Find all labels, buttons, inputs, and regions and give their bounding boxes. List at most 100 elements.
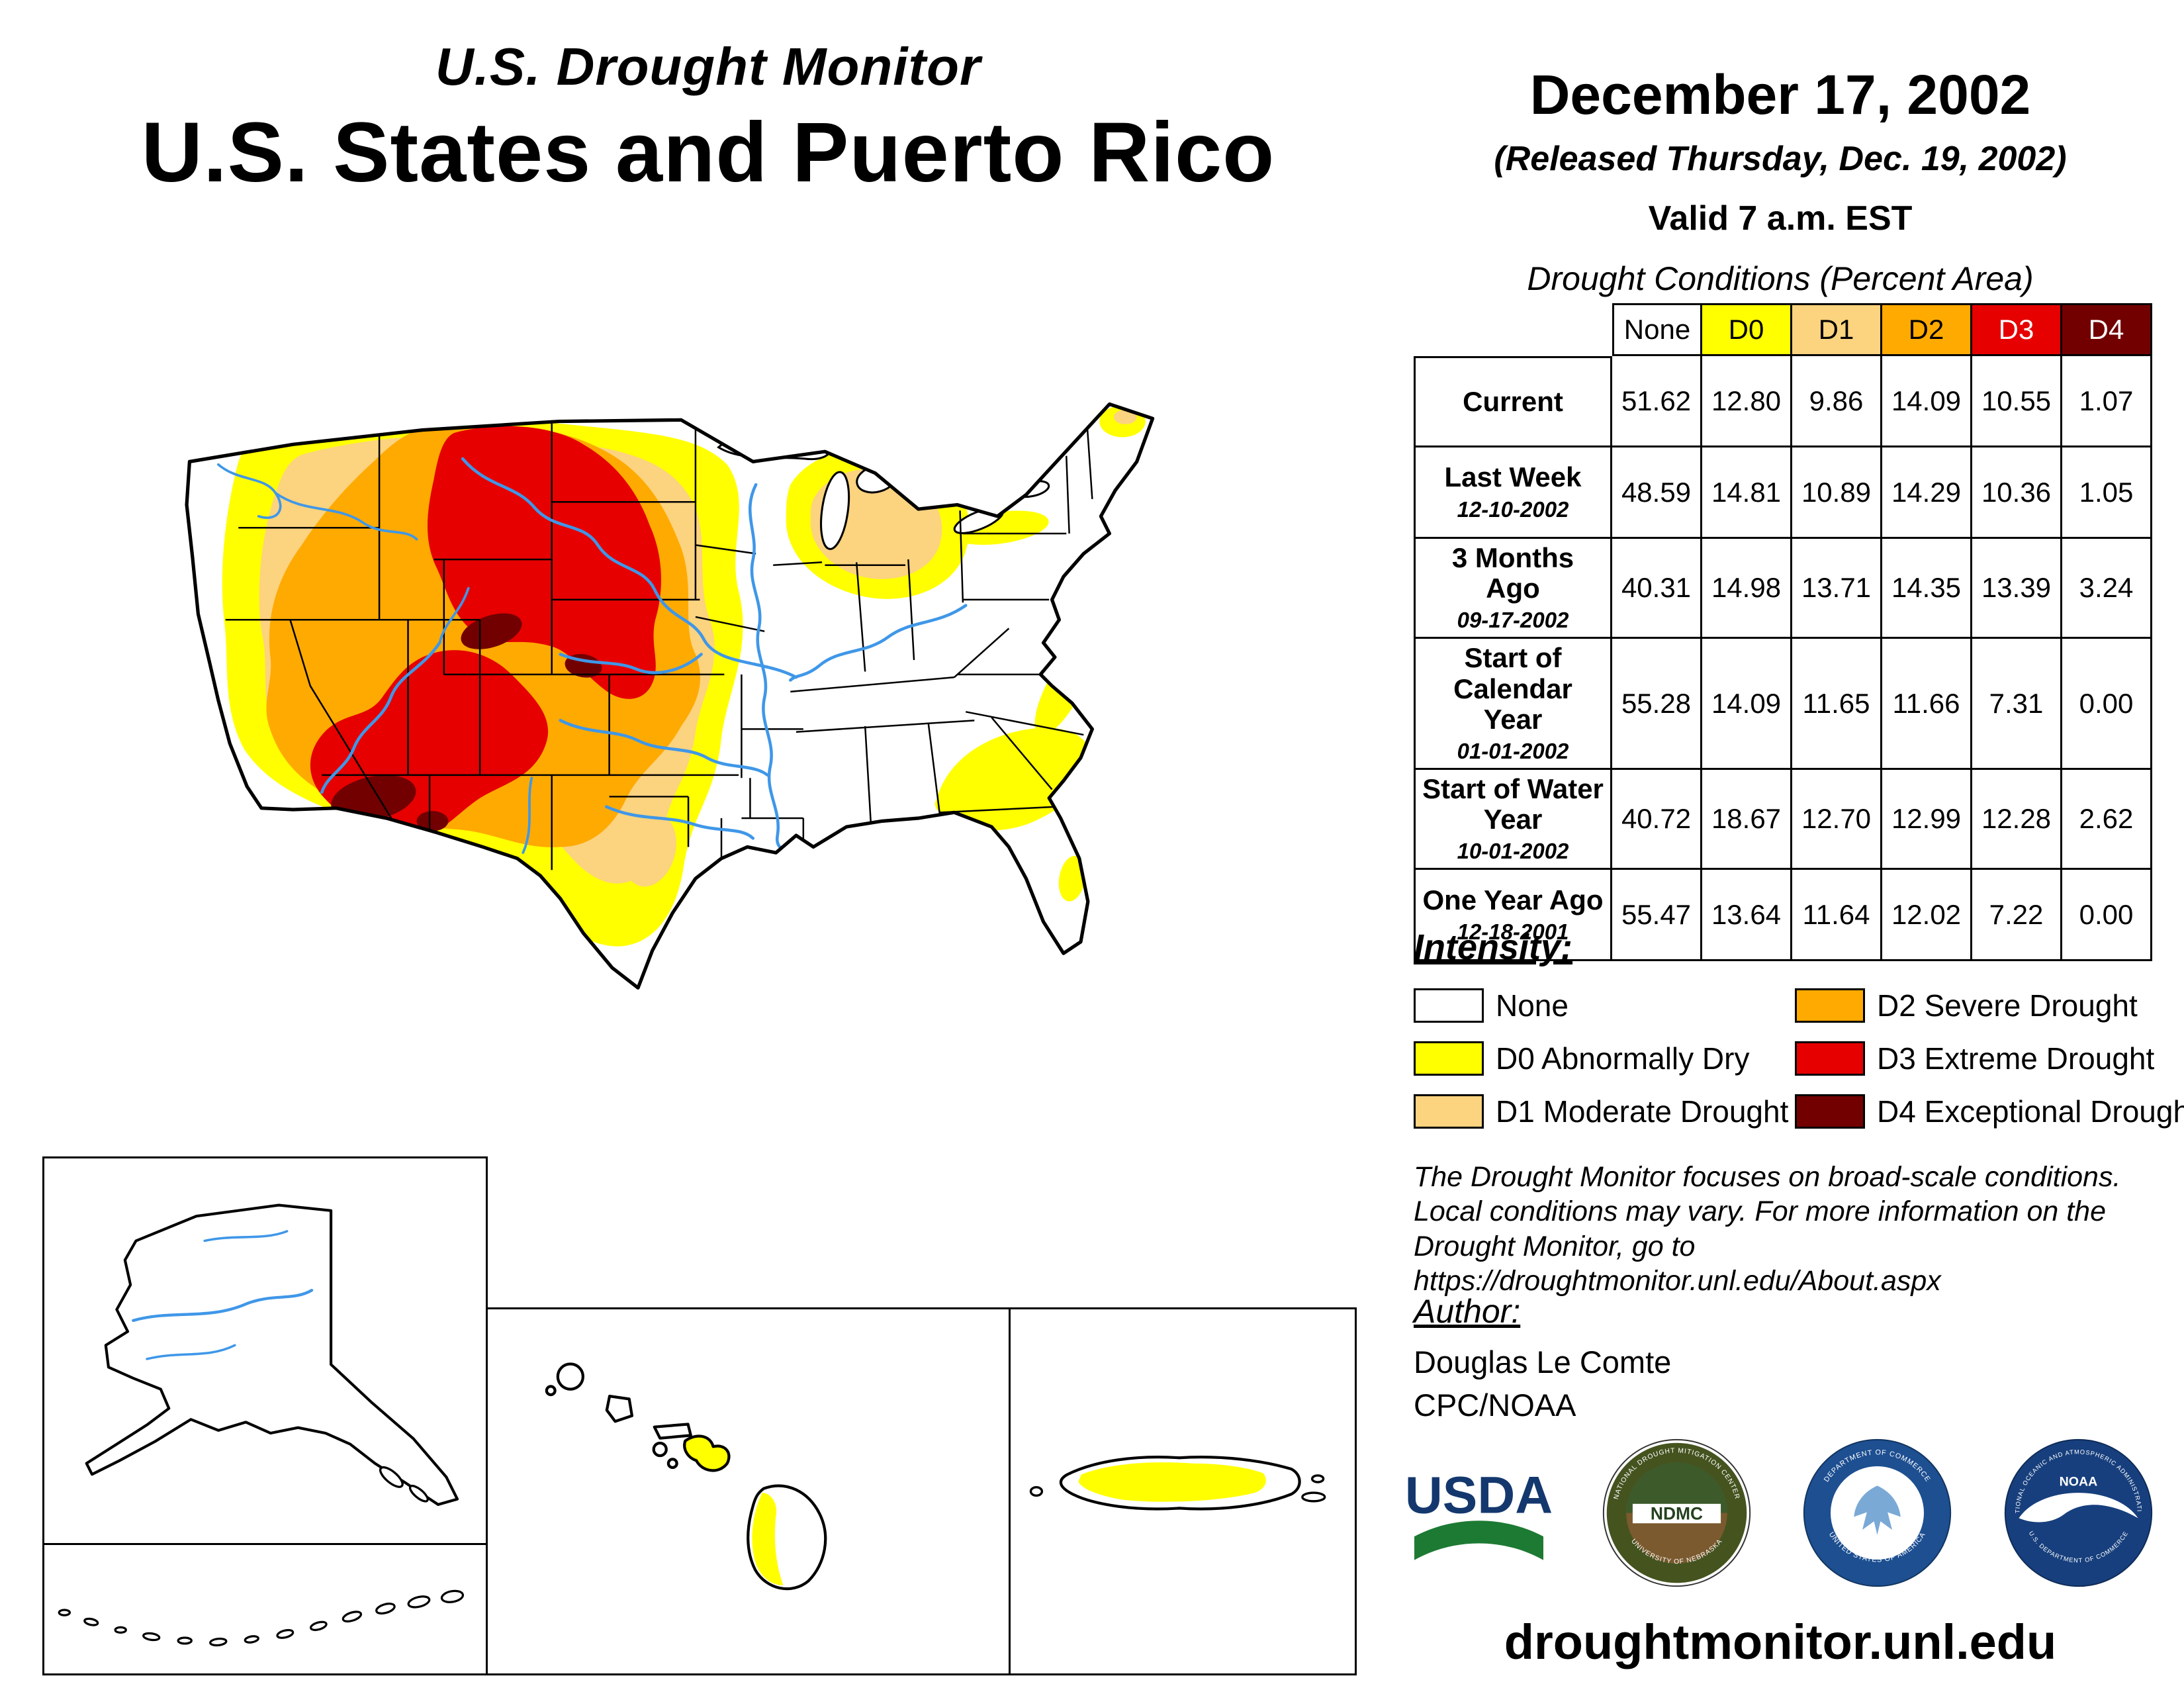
usda-swoosh: [1414, 1521, 1543, 1560]
legend-label: D4 Exceptional Drought: [1877, 1094, 2184, 1129]
table-cell: 11.65: [1792, 639, 1882, 770]
table-cell: 40.31: [1612, 539, 1702, 639]
row-label: Current: [1414, 356, 1612, 447]
row-label: 3 Months Ago 09-17-2002: [1414, 539, 1612, 639]
row-label-date: 10-01-2002: [1457, 839, 1569, 864]
table-cell: 12.70: [1792, 769, 1882, 870]
hawaii-inset: [486, 1307, 1011, 1675]
ndmc-banner: [1632, 1503, 1721, 1524]
table-cell: 14.09: [1702, 639, 1792, 770]
table-row: One Year Ago 12-18-2001 55.47 13.64 11.6…: [1414, 870, 2152, 962]
drought-conditions-table: None D0 D1 D2 D3 D4 Current 51.62 12.80 …: [1414, 303, 2152, 962]
legend-item-d3: D3 Extreme Drought: [1795, 1041, 2154, 1076]
row-label-date: 01-01-2002: [1457, 738, 1569, 763]
table-row: 3 Months Ago 09-17-2002 40.31 14.98 13.7…: [1414, 539, 2152, 639]
table-cell: 3.24: [2062, 539, 2152, 639]
legend-swatch-d2: [1795, 988, 1865, 1023]
disclaimer-line: Drought Monitor, go to https://droughtmo…: [1414, 1230, 1941, 1297]
legend-swatch-none: [1414, 988, 1484, 1023]
ndmc-logo-text: NDMC: [1651, 1503, 1703, 1523]
noaa-logo: NOAA NATIONAL OCEANIC AND ATMOSPHERIC AD…: [2001, 1435, 2153, 1587]
table-row: Start of Water Year 10-01-2002 40.72 18.…: [1414, 769, 2152, 870]
table-cell: 12.99: [1882, 769, 1972, 870]
legend-item-d2: D2 Severe Drought: [1795, 988, 2138, 1023]
legend-label: D0 Abnormally Dry: [1496, 1041, 1750, 1076]
rivers: [217, 457, 968, 854]
table-cell: 18.67: [1702, 769, 1792, 870]
table-cell: 9.86: [1792, 356, 1882, 447]
column-header-d2: D2: [1882, 303, 1972, 356]
aleutians-map: [58, 1589, 465, 1647]
column-header-d0: D0: [1702, 303, 1792, 356]
map-area-title: U.S. States and Puerto Rico: [141, 105, 1275, 200]
release-date: (Released Thursday, Dec. 19, 2002): [1494, 140, 2067, 178]
table-row: Start of Calendar Year 01-01-2002 55.28 …: [1414, 639, 2152, 770]
table-cell: 10.36: [1972, 447, 2062, 539]
legend-title: Intensity:: [1414, 927, 1573, 967]
table-cell: 48.59: [1612, 447, 1702, 539]
table-corner-cell: [1414, 303, 1612, 356]
row-label-text: Start of Calendar Year: [1453, 642, 1572, 735]
conus-drought-map: [185, 402, 1155, 990]
table-cell: 51.62: [1612, 356, 1702, 447]
row-label-text: Start of Water Year: [1422, 773, 1604, 835]
doc-eagle: [1854, 1485, 1901, 1535]
row-label-date: 09-17-2002: [1457, 608, 1569, 633]
noaa-logo-text: NOAA: [2060, 1474, 2098, 1489]
website-url: droughtmonitor.unl.edu: [1504, 1615, 2057, 1669]
table-cell: 0.00: [2062, 870, 2152, 962]
department-of-commerce-logo: DEPARTMENT OF COMMERCE UNITED STATES OF …: [1803, 1438, 1952, 1587]
row-label-text: One Year Ago: [1422, 884, 1604, 915]
table-cell: 13.64: [1702, 870, 1792, 962]
legend-label: D2 Severe Drought: [1877, 988, 2138, 1023]
logo-row: USDA NDMC NATIONAL DROUGHT MITIGATION CE…: [1404, 1435, 2156, 1591]
row-label: Last Week 12-10-2002: [1414, 447, 1612, 539]
column-header-none: None: [1612, 303, 1702, 356]
legend-label: D3 Extreme Drought: [1877, 1041, 2155, 1076]
column-header-d3: D3: [1972, 303, 2062, 356]
row-label-text: Last Week: [1444, 461, 1582, 493]
legend-swatch-d0: [1414, 1041, 1484, 1076]
row-label-date: 12-10-2002: [1457, 496, 1569, 522]
report-date: December 17, 2002: [1529, 64, 2031, 126]
table-cell: 55.28: [1612, 639, 1702, 770]
table-cell: 1.05: [2062, 447, 2152, 539]
table-cell: 12.02: [1882, 870, 1972, 962]
row-label: Start of Water Year 10-01-2002: [1414, 769, 1612, 870]
drought-layer-d4: [331, 613, 602, 831]
table-cell: 13.71: [1792, 539, 1882, 639]
aleutians-inset: [42, 1543, 488, 1675]
report-title: U.S. Drought Monitor: [435, 37, 981, 96]
alaska-map: [85, 1203, 459, 1506]
table-cell: 40.72: [1612, 769, 1702, 870]
table-row: Last Week 12-10-2002 48.59 14.81 10.89 1…: [1414, 447, 2152, 539]
row-label: One Year Ago 12-18-2001: [1414, 870, 1612, 962]
legend-item-d1: D1 Moderate Drought: [1414, 1094, 1788, 1129]
author-name: Douglas Le Comte: [1414, 1344, 1672, 1380]
hawaii-map: [545, 1362, 827, 1591]
table-cell: 7.22: [1972, 870, 2062, 962]
author-org: CPC/NOAA: [1414, 1387, 1576, 1423]
table-cell: 12.28: [1972, 769, 2062, 870]
alaska-inset: [42, 1156, 488, 1545]
row-label-date: 12-18-2001: [1457, 919, 1569, 944]
row-label: Start of Calendar Year 01-01-2002: [1414, 639, 1612, 770]
table-header-row: None D0 D1 D2 D3 D4: [1414, 303, 2152, 356]
legend-swatch-d1: [1414, 1094, 1484, 1129]
puerto-rico-map: [1029, 1456, 1326, 1511]
legend-label: None: [1496, 988, 1569, 1023]
ndmc-logo: NDMC NATIONAL DROUGHT MITIGATION CENTER …: [1602, 1438, 1751, 1587]
column-header-d4: D4: [2062, 303, 2152, 356]
table-cell: 13.39: [1972, 539, 2062, 639]
title-block: U.S. Drought Monitor U.S. States and Pue…: [79, 36, 1337, 201]
table-cell: 2.62: [2062, 769, 2152, 870]
disclaimer-line: Local conditions may vary. For more info…: [1414, 1196, 2107, 1228]
noaa-bird: [2019, 1493, 2138, 1523]
table-cell: 14.35: [1882, 539, 1972, 639]
table-cell: 14.29: [1882, 447, 1972, 539]
legend-item-d0: D0 Abnormally Dry: [1414, 1041, 1749, 1076]
puerto-rico-inset: [1009, 1307, 1357, 1675]
table-cell: 10.55: [1972, 356, 2062, 447]
table-cell: 11.64: [1792, 870, 1882, 962]
